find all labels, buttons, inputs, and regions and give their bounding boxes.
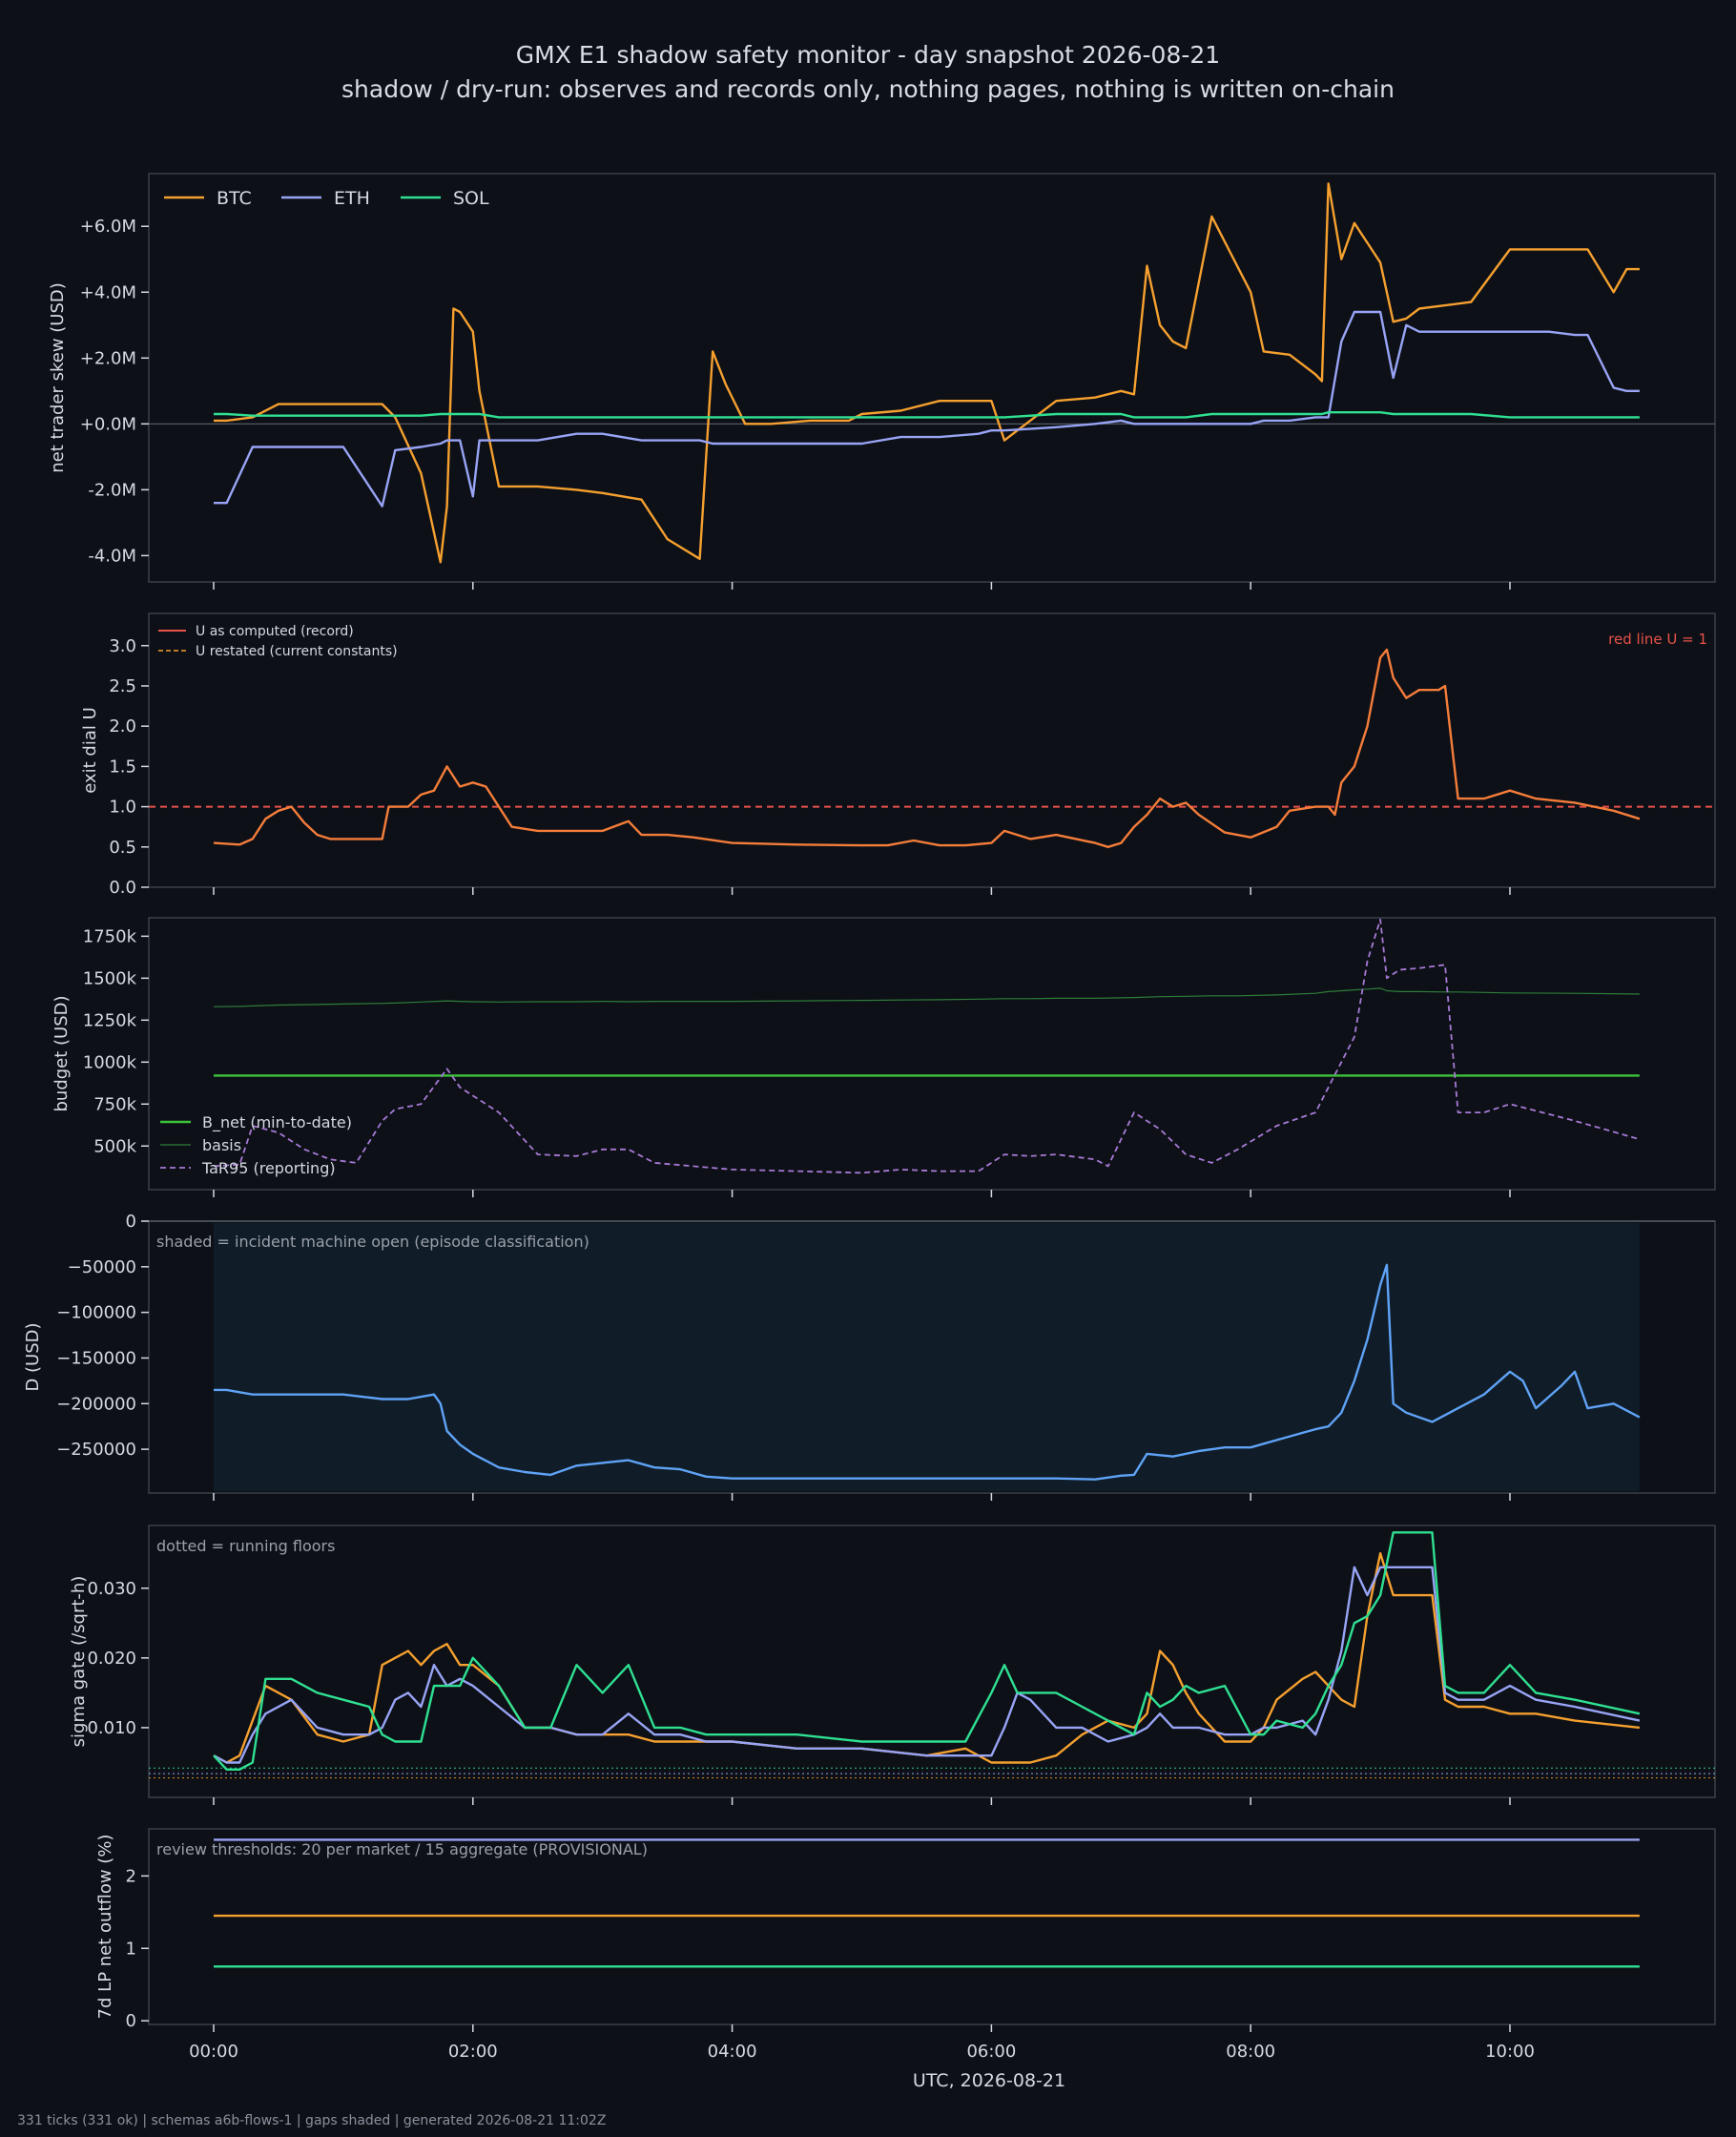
panel-2-series-u-as-computed-record-	[213, 648, 1641, 848]
xlabel: UTC, 2026-08-21	[913, 2070, 1065, 2091]
panel-1-series-eth	[214, 310, 1640, 508]
panel-1-ytick-label: -2.0M	[88, 480, 136, 500]
xtick-label: 08:00	[1226, 2042, 1275, 2062]
panel-1-frame	[148, 173, 1716, 583]
legend-label-btc: BTC	[217, 188, 252, 209]
panel-3-series-tar95-reporting-	[213, 918, 1641, 1174]
panel-1-ytick-label: -4.0M	[88, 546, 136, 566]
panel-5-series-eth	[213, 1566, 1641, 1764]
panel-2-ytick-label: 0.5	[109, 838, 136, 858]
panel-2-ytick-label: 3.0	[109, 636, 136, 656]
xtick-label: 10:00	[1485, 2042, 1535, 2062]
panel-6-frame	[148, 1828, 1716, 2025]
panel-3-ytick-label: 1500k	[83, 968, 137, 988]
panel-4-incident-shade	[214, 1223, 1640, 1491]
panel-1-ytick-label: +2.0M	[80, 348, 136, 368]
legend-label-budget-1: basis	[202, 1136, 241, 1154]
panel-2-ylabel: exit dial U	[80, 707, 100, 794]
panel-3-series-basis	[213, 987, 1640, 1007]
panel-2-ytick-label: 1.0	[109, 798, 136, 818]
panel-3-ylabel: budget (USD)	[52, 995, 72, 1111]
panel-3-frame	[148, 917, 1716, 1191]
panel-2-ytick-label: 0.0	[109, 878, 136, 898]
panel-4-ytick-label: −150000	[56, 1348, 136, 1368]
panel-5-annotation: dotted = running floors	[156, 1537, 335, 1555]
panel-4-ytick-label: −200000	[56, 1394, 136, 1414]
legend-label-u-computed: U as computed (record)	[196, 624, 354, 639]
chart-title: GMX E1 shadow safety monitor - day snaps…	[515, 41, 1221, 69]
panel-6-ytick-label: 2	[126, 1866, 136, 1886]
panel-1-ytick-label: +6.0M	[80, 217, 136, 237]
panel-2-ytick-label: 2.5	[109, 676, 136, 696]
panel-1-ylabel: net trader skew (USD)	[48, 282, 68, 473]
panel-4-annotation: shaded = incident machine open (episode …	[156, 1233, 589, 1251]
legend-label-eth: ETH	[334, 188, 370, 209]
footer-status: 331 ticks (331 ok) | schemas a6b-flows-1…	[17, 2113, 607, 2128]
panel-2-ytick-label: 1.5	[109, 757, 136, 777]
panel-5-frame	[148, 1525, 1716, 1798]
panel-3-ytick-label: 1750k	[83, 926, 137, 946]
panel-5-series-btc	[213, 1552, 1641, 1764]
panel-5-ytick-label: 0.020	[87, 1649, 136, 1669]
panel-6-ylabel: 7d LP net outflow (%)	[95, 1835, 115, 2020]
panel-2-frame	[148, 612, 1716, 888]
chart-subtitle: shadow / dry-run: observes and records o…	[341, 75, 1395, 103]
legend-label-sol: SOL	[453, 188, 489, 209]
panel-5-ytick-label: 0.010	[87, 1718, 136, 1738]
xtick-label: 00:00	[189, 2042, 238, 2062]
panel-6-annotation: review thresholds: 20 per market / 15 ag…	[156, 1840, 648, 1858]
panel-1-series-btc	[214, 182, 1640, 564]
panel-5-ytick-label: 0.030	[87, 1579, 136, 1599]
panel-3-ytick-label: 500k	[93, 1136, 136, 1156]
panel-5-ylabel: sigma gate (/sqrt-h)	[69, 1576, 89, 1748]
title-block: GMX E1 shadow safety monitor - day snaps…	[0, 38, 1736, 107]
panel-2-ytick-label: 2.0	[109, 716, 136, 737]
panel-1-series-sol	[214, 411, 1640, 419]
panel-2-annotation: red line U = 1	[1608, 631, 1707, 648]
legend-label-u-restated: U restated (current constants)	[196, 644, 398, 659]
panel-4-ytick-label: 0	[126, 1212, 136, 1232]
panel-3-ytick-label: 1000k	[83, 1052, 137, 1072]
panel-1-ytick-label: +0.0M	[80, 414, 136, 434]
panel-3-ytick-label: 750k	[93, 1094, 136, 1114]
xtick-label: 02:00	[448, 2042, 498, 2062]
panel-6-ytick-label: 1	[126, 1939, 136, 1959]
legend-label-budget-0: B_net (min-to-date)	[202, 1113, 352, 1132]
panel-1-ytick-label: +4.0M	[80, 282, 136, 302]
xtick-label: 04:00	[708, 2042, 757, 2062]
xtick-label: 06:00	[966, 2042, 1016, 2062]
panel-4-ytick-label: −50000	[68, 1257, 136, 1277]
panel-4-ytick-label: −250000	[56, 1440, 136, 1460]
panel-4-ylabel: D (USD)	[23, 1322, 43, 1391]
panel-4-series-d	[214, 1263, 1641, 1481]
panel-6-ytick-label: 0	[126, 2011, 136, 2031]
legend-label-budget-2: TaR95 (reporting)	[201, 1159, 336, 1177]
panel-4-ytick-label: −100000	[56, 1303, 136, 1323]
panel-5-series-sol	[213, 1531, 1641, 1771]
panel-3-ytick-label: 1250k	[83, 1010, 137, 1030]
